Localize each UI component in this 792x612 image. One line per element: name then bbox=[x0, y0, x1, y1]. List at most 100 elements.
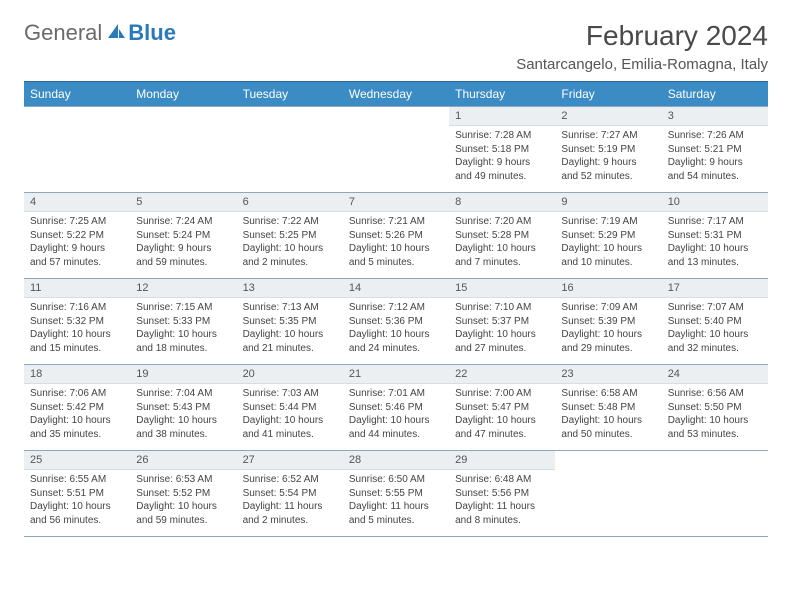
sunrise-text: Sunrise: 7:03 AM bbox=[243, 387, 337, 401]
daylight-text: Daylight: 10 hours and 24 minutes. bbox=[349, 328, 443, 355]
sunrise-text: Sunrise: 7:15 AM bbox=[136, 301, 230, 315]
calendar-week-row: 4Sunrise: 7:25 AMSunset: 5:22 PMDaylight… bbox=[24, 193, 768, 279]
sunset-text: Sunset: 5:21 PM bbox=[668, 143, 762, 157]
sunset-text: Sunset: 5:28 PM bbox=[455, 229, 549, 243]
calendar-week-row: 18Sunrise: 7:06 AMSunset: 5:42 PMDayligh… bbox=[24, 365, 768, 451]
calendar-day-cell: 18Sunrise: 7:06 AMSunset: 5:42 PMDayligh… bbox=[24, 365, 130, 451]
sunrise-text: Sunrise: 7:00 AM bbox=[455, 387, 549, 401]
month-title: February 2024 bbox=[516, 20, 768, 52]
sunset-text: Sunset: 5:56 PM bbox=[455, 487, 549, 501]
calendar-day-cell: 23Sunrise: 6:58 AMSunset: 5:48 PMDayligh… bbox=[555, 365, 661, 451]
sunrise-text: Sunrise: 7:26 AM bbox=[668, 129, 762, 143]
day-number: 14 bbox=[343, 279, 449, 298]
day-body: Sunrise: 7:03 AMSunset: 5:44 PMDaylight:… bbox=[237, 384, 343, 445]
weekday-header-row: Sunday Monday Tuesday Wednesday Thursday… bbox=[24, 82, 768, 107]
sunrise-text: Sunrise: 7:04 AM bbox=[136, 387, 230, 401]
day-body: Sunrise: 7:28 AMSunset: 5:18 PMDaylight:… bbox=[449, 126, 555, 187]
daylight-text: Daylight: 10 hours and 38 minutes. bbox=[136, 414, 230, 441]
daylight-text: Daylight: 11 hours and 5 minutes. bbox=[349, 500, 443, 527]
day-number: 12 bbox=[130, 279, 236, 298]
day-number: 3 bbox=[662, 107, 768, 126]
sunrise-text: Sunrise: 7:24 AM bbox=[136, 215, 230, 229]
sunrise-text: Sunrise: 7:20 AM bbox=[455, 215, 549, 229]
weekday-header: Tuesday bbox=[237, 82, 343, 107]
day-body: Sunrise: 7:16 AMSunset: 5:32 PMDaylight:… bbox=[24, 298, 130, 359]
daylight-text: Daylight: 11 hours and 8 minutes. bbox=[455, 500, 549, 527]
day-body: Sunrise: 7:21 AMSunset: 5:26 PMDaylight:… bbox=[343, 212, 449, 273]
day-body: Sunrise: 6:55 AMSunset: 5:51 PMDaylight:… bbox=[24, 470, 130, 531]
weekday-header: Wednesday bbox=[343, 82, 449, 107]
logo: General Blue bbox=[24, 20, 176, 46]
sunset-text: Sunset: 5:24 PM bbox=[136, 229, 230, 243]
day-body: Sunrise: 7:17 AMSunset: 5:31 PMDaylight:… bbox=[662, 212, 768, 273]
sunrise-text: Sunrise: 7:22 AM bbox=[243, 215, 337, 229]
sunrise-text: Sunrise: 7:09 AM bbox=[561, 301, 655, 315]
sunset-text: Sunset: 5:44 PM bbox=[243, 401, 337, 415]
location-text: Santarcangelo, Emilia-Romagna, Italy bbox=[516, 56, 768, 73]
calendar-day-cell: 28Sunrise: 6:50 AMSunset: 5:55 PMDayligh… bbox=[343, 451, 449, 537]
sunset-text: Sunset: 5:26 PM bbox=[349, 229, 443, 243]
daylight-text: Daylight: 10 hours and 59 minutes. bbox=[136, 500, 230, 527]
day-number: 10 bbox=[662, 193, 768, 212]
sunset-text: Sunset: 5:39 PM bbox=[561, 315, 655, 329]
calendar-day-cell: 26Sunrise: 6:53 AMSunset: 5:52 PMDayligh… bbox=[130, 451, 236, 537]
day-body: Sunrise: 6:58 AMSunset: 5:48 PMDaylight:… bbox=[555, 384, 661, 445]
day-number: 29 bbox=[449, 451, 555, 470]
daylight-text: Daylight: 10 hours and 2 minutes. bbox=[243, 242, 337, 269]
calendar-day-cell: 9Sunrise: 7:19 AMSunset: 5:29 PMDaylight… bbox=[555, 193, 661, 279]
calendar-day-cell: 11Sunrise: 7:16 AMSunset: 5:32 PMDayligh… bbox=[24, 279, 130, 365]
daylight-text: Daylight: 10 hours and 53 minutes. bbox=[668, 414, 762, 441]
daylight-text: Daylight: 10 hours and 10 minutes. bbox=[561, 242, 655, 269]
daylight-text: Daylight: 9 hours and 59 minutes. bbox=[136, 242, 230, 269]
sunrise-text: Sunrise: 7:28 AM bbox=[455, 129, 549, 143]
calendar-day-cell: 29Sunrise: 6:48 AMSunset: 5:56 PMDayligh… bbox=[449, 451, 555, 537]
day-number: 15 bbox=[449, 279, 555, 298]
calendar-day-cell: 6Sunrise: 7:22 AMSunset: 5:25 PMDaylight… bbox=[237, 193, 343, 279]
weekday-header: Sunday bbox=[24, 82, 130, 107]
sunset-text: Sunset: 5:42 PM bbox=[30, 401, 124, 415]
calendar-day-cell: 10Sunrise: 7:17 AMSunset: 5:31 PMDayligh… bbox=[662, 193, 768, 279]
daylight-text: Daylight: 10 hours and 5 minutes. bbox=[349, 242, 443, 269]
day-body: Sunrise: 7:25 AMSunset: 5:22 PMDaylight:… bbox=[24, 212, 130, 273]
day-number: 11 bbox=[24, 279, 130, 298]
daylight-text: Daylight: 10 hours and 21 minutes. bbox=[243, 328, 337, 355]
calendar-day-cell: 5Sunrise: 7:24 AMSunset: 5:24 PMDaylight… bbox=[130, 193, 236, 279]
daylight-text: Daylight: 10 hours and 50 minutes. bbox=[561, 414, 655, 441]
calendar-day-cell: 27Sunrise: 6:52 AMSunset: 5:54 PMDayligh… bbox=[237, 451, 343, 537]
day-number: 6 bbox=[237, 193, 343, 212]
day-number: 28 bbox=[343, 451, 449, 470]
calendar-day-cell: 7Sunrise: 7:21 AMSunset: 5:26 PMDaylight… bbox=[343, 193, 449, 279]
sunset-text: Sunset: 5:50 PM bbox=[668, 401, 762, 415]
day-body: Sunrise: 7:27 AMSunset: 5:19 PMDaylight:… bbox=[555, 126, 661, 187]
sunrise-text: Sunrise: 7:21 AM bbox=[349, 215, 443, 229]
day-number: 20 bbox=[237, 365, 343, 384]
calendar-week-row: 11Sunrise: 7:16 AMSunset: 5:32 PMDayligh… bbox=[24, 279, 768, 365]
daylight-text: Daylight: 10 hours and 15 minutes. bbox=[30, 328, 124, 355]
sunrise-text: Sunrise: 7:12 AM bbox=[349, 301, 443, 315]
sunset-text: Sunset: 5:32 PM bbox=[30, 315, 124, 329]
calendar-table: Sunday Monday Tuesday Wednesday Thursday… bbox=[24, 81, 768, 537]
day-body: Sunrise: 7:12 AMSunset: 5:36 PMDaylight:… bbox=[343, 298, 449, 359]
calendar-day-cell: 19Sunrise: 7:04 AMSunset: 5:43 PMDayligh… bbox=[130, 365, 236, 451]
day-body: Sunrise: 7:22 AMSunset: 5:25 PMDaylight:… bbox=[237, 212, 343, 273]
day-number: 7 bbox=[343, 193, 449, 212]
calendar-day-cell bbox=[130, 107, 236, 193]
sunset-text: Sunset: 5:40 PM bbox=[668, 315, 762, 329]
daylight-text: Daylight: 10 hours and 18 minutes. bbox=[136, 328, 230, 355]
day-number: 13 bbox=[237, 279, 343, 298]
sunrise-text: Sunrise: 6:52 AM bbox=[243, 473, 337, 487]
day-number: 9 bbox=[555, 193, 661, 212]
daylight-text: Daylight: 10 hours and 32 minutes. bbox=[668, 328, 762, 355]
sunset-text: Sunset: 5:54 PM bbox=[243, 487, 337, 501]
day-number: 18 bbox=[24, 365, 130, 384]
sunrise-text: Sunrise: 7:10 AM bbox=[455, 301, 549, 315]
sunrise-text: Sunrise: 7:17 AM bbox=[668, 215, 762, 229]
sunset-text: Sunset: 5:18 PM bbox=[455, 143, 549, 157]
sunrise-text: Sunrise: 7:19 AM bbox=[561, 215, 655, 229]
day-number: 24 bbox=[662, 365, 768, 384]
day-number: 17 bbox=[662, 279, 768, 298]
calendar-day-cell: 8Sunrise: 7:20 AMSunset: 5:28 PMDaylight… bbox=[449, 193, 555, 279]
sunset-text: Sunset: 5:48 PM bbox=[561, 401, 655, 415]
calendar-day-cell: 13Sunrise: 7:13 AMSunset: 5:35 PMDayligh… bbox=[237, 279, 343, 365]
calendar-day-cell bbox=[343, 107, 449, 193]
